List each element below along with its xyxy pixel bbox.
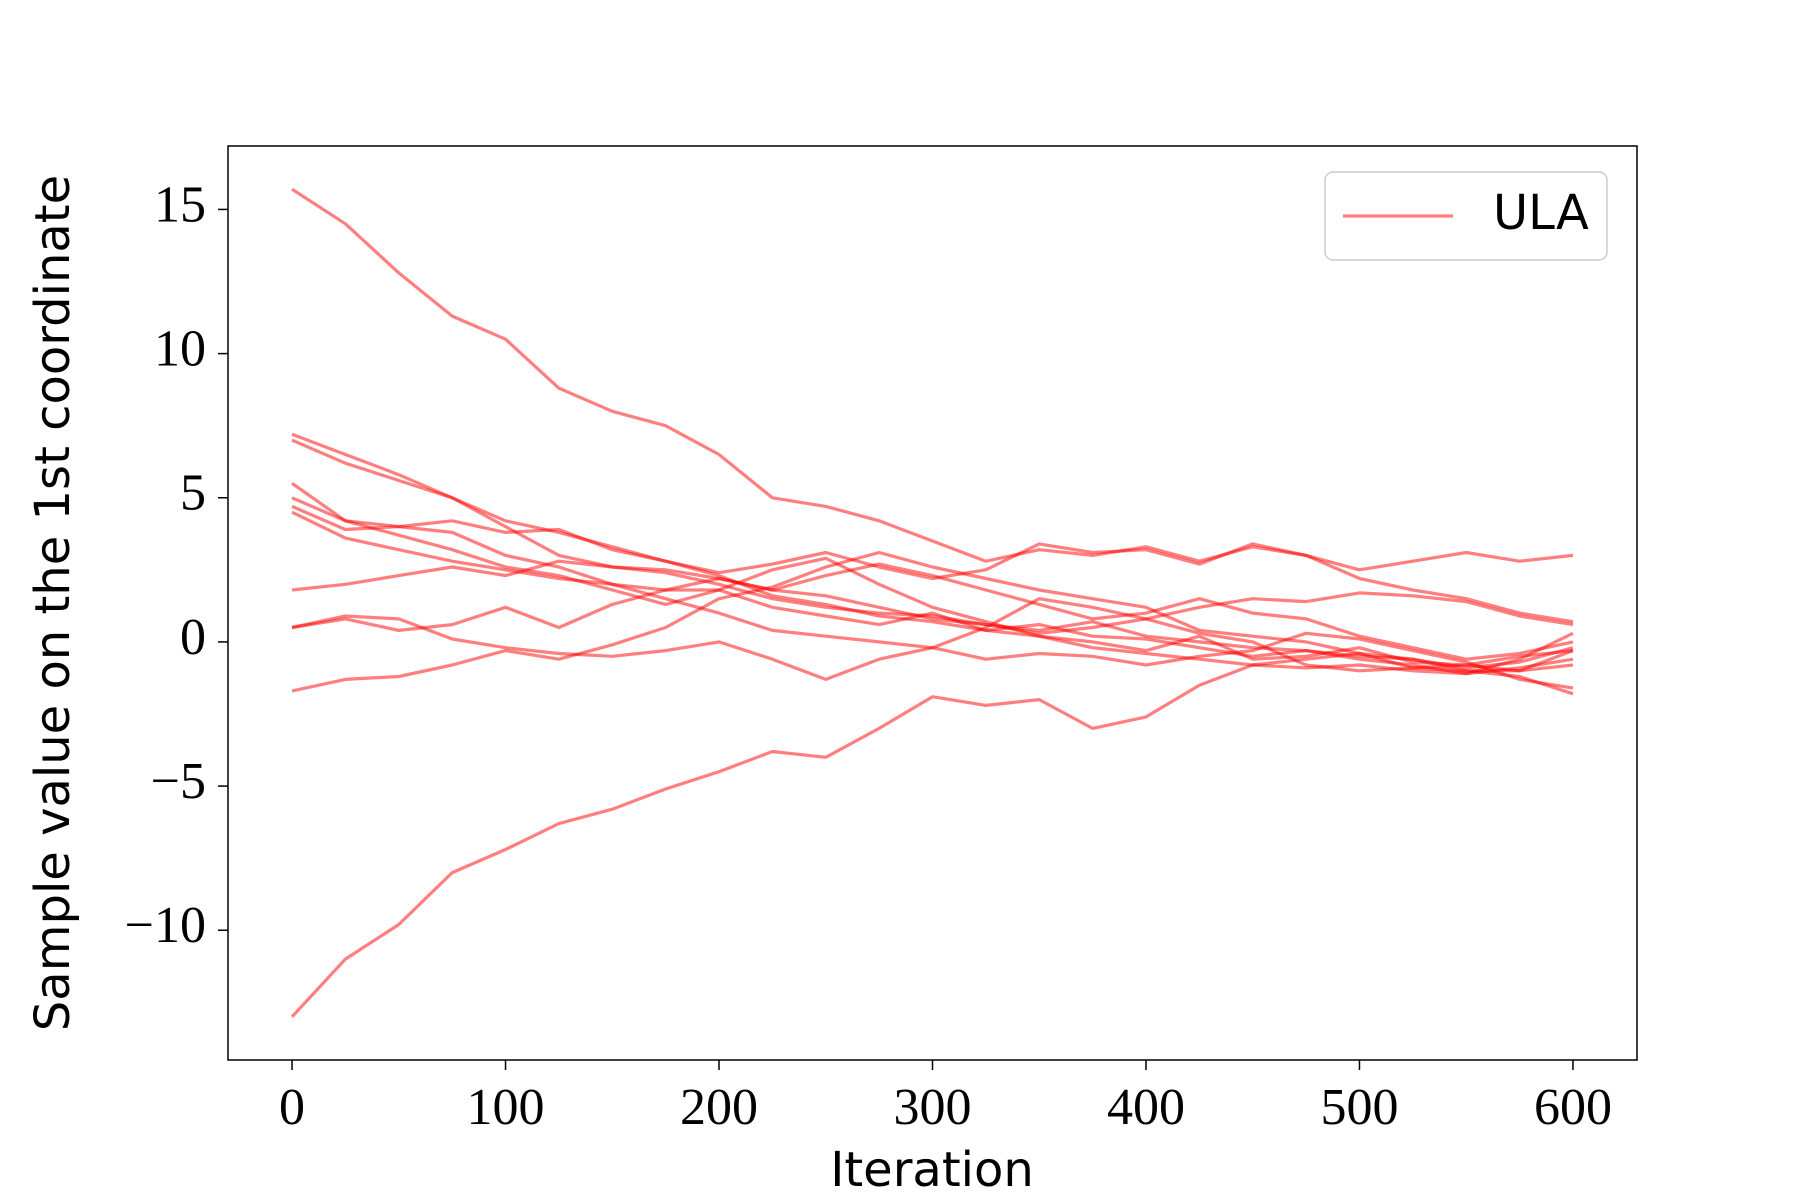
- series-line: [291, 504, 1574, 676]
- x-tick-label: 500: [1320, 1079, 1398, 1136]
- legend-box: [1324, 171, 1608, 261]
- series-line: [291, 588, 1574, 673]
- series-line: [291, 481, 1574, 635]
- x-axis-label: Iteration: [830, 1142, 1034, 1198]
- x-tick-label: 600: [1534, 1079, 1612, 1136]
- y-axis-label: Sample value on the 1st coordinate: [25, 175, 81, 1031]
- series-line: [291, 187, 1574, 572]
- y-tick-label: 0: [180, 609, 206, 666]
- series-line: [290, 657, 1574, 1018]
- plot-frame: [227, 145, 1638, 1061]
- legend-label: ULA: [1493, 185, 1589, 241]
- series-line: [291, 432, 1574, 624]
- x-tick-label: 200: [680, 1079, 758, 1136]
- series-line: [291, 559, 1574, 661]
- legend: ULA: [1324, 171, 1608, 261]
- y-tick-label: 5: [180, 465, 206, 522]
- x-tick-label: 400: [1107, 1079, 1185, 1136]
- x-tick-label: 100: [467, 1079, 545, 1136]
- y-tick-label: 15: [154, 176, 206, 233]
- series-line: [291, 438, 1574, 673]
- y-tick-label: −10: [125, 897, 206, 954]
- x-tick-label: 300: [894, 1079, 972, 1136]
- series-line: [291, 550, 1574, 693]
- y-tick-label: 10: [154, 321, 206, 378]
- x-tick-label: 0: [279, 1079, 305, 1136]
- series-line: [291, 597, 1574, 681]
- y-tick-label: −5: [151, 753, 206, 810]
